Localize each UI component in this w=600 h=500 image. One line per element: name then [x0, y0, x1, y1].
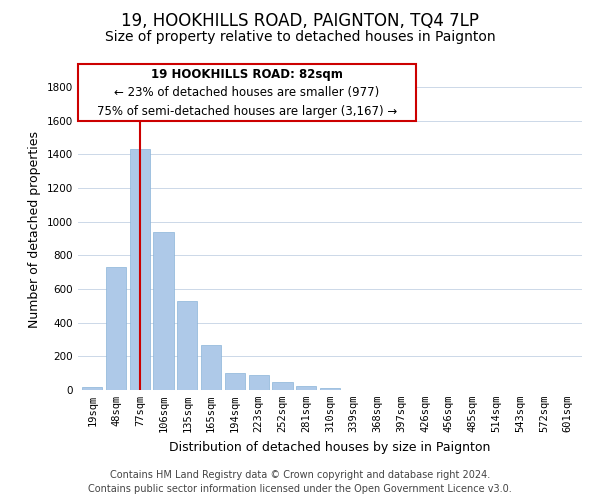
Y-axis label: Number of detached properties: Number of detached properties — [28, 132, 41, 328]
Bar — [201, 344, 221, 390]
Bar — [82, 386, 103, 390]
Text: Size of property relative to detached houses in Paignton: Size of property relative to detached ho… — [104, 30, 496, 44]
Text: ← 23% of detached houses are smaller (977): ← 23% of detached houses are smaller (97… — [114, 86, 379, 99]
Bar — [225, 372, 245, 390]
Bar — [106, 267, 126, 390]
Text: 75% of semi-detached houses are larger (3,167) →: 75% of semi-detached houses are larger (… — [97, 104, 397, 118]
Bar — [320, 388, 340, 390]
Bar — [130, 149, 150, 390]
Bar — [296, 386, 316, 390]
Bar — [177, 300, 197, 390]
Bar — [154, 232, 173, 390]
Bar — [272, 382, 293, 390]
Text: 19, HOOKHILLS ROAD, PAIGNTON, TQ4 7LP: 19, HOOKHILLS ROAD, PAIGNTON, TQ4 7LP — [121, 12, 479, 30]
Text: Contains HM Land Registry data © Crown copyright and database right 2024.
Contai: Contains HM Land Registry data © Crown c… — [88, 470, 512, 494]
Bar — [248, 375, 269, 390]
X-axis label: Distribution of detached houses by size in Paignton: Distribution of detached houses by size … — [169, 440, 491, 454]
Text: 19 HOOKHILLS ROAD: 82sqm: 19 HOOKHILLS ROAD: 82sqm — [151, 68, 343, 80]
